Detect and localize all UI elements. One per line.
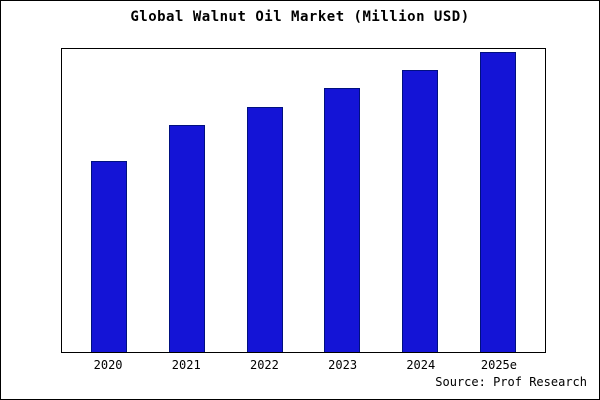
bar-slot	[148, 49, 226, 352]
bar-slot	[459, 49, 537, 352]
bar-slot	[303, 49, 381, 352]
bar-2021	[168, 124, 205, 352]
x-tick-label-2024: 2024	[406, 358, 436, 372]
bar-slot	[70, 49, 148, 352]
x-tick-label-2021: 2021	[171, 358, 201, 372]
bar-2023	[324, 88, 361, 352]
bar-2024	[402, 70, 439, 352]
x-axis-tick-labels: 2020 2021 2022 2023 2024 2025e	[61, 358, 546, 372]
x-tick-label-2023: 2023	[328, 358, 358, 372]
x-tick-label-2025e: 2025e	[480, 358, 517, 372]
source-caption: Source: Prof Research	[435, 375, 587, 389]
chart-title: Global Walnut Oil Market (Million USD)	[130, 9, 470, 25]
bar-slot	[226, 49, 304, 352]
bar-2022	[246, 106, 283, 352]
x-tick-label-2022: 2022	[249, 358, 279, 372]
x-tick-label-2020: 2020	[93, 358, 123, 372]
bar-slot	[381, 49, 459, 352]
plot-area	[61, 48, 546, 353]
bar-2025e	[480, 52, 517, 352]
bar-2020	[90, 161, 127, 352]
bar-group	[62, 49, 545, 352]
